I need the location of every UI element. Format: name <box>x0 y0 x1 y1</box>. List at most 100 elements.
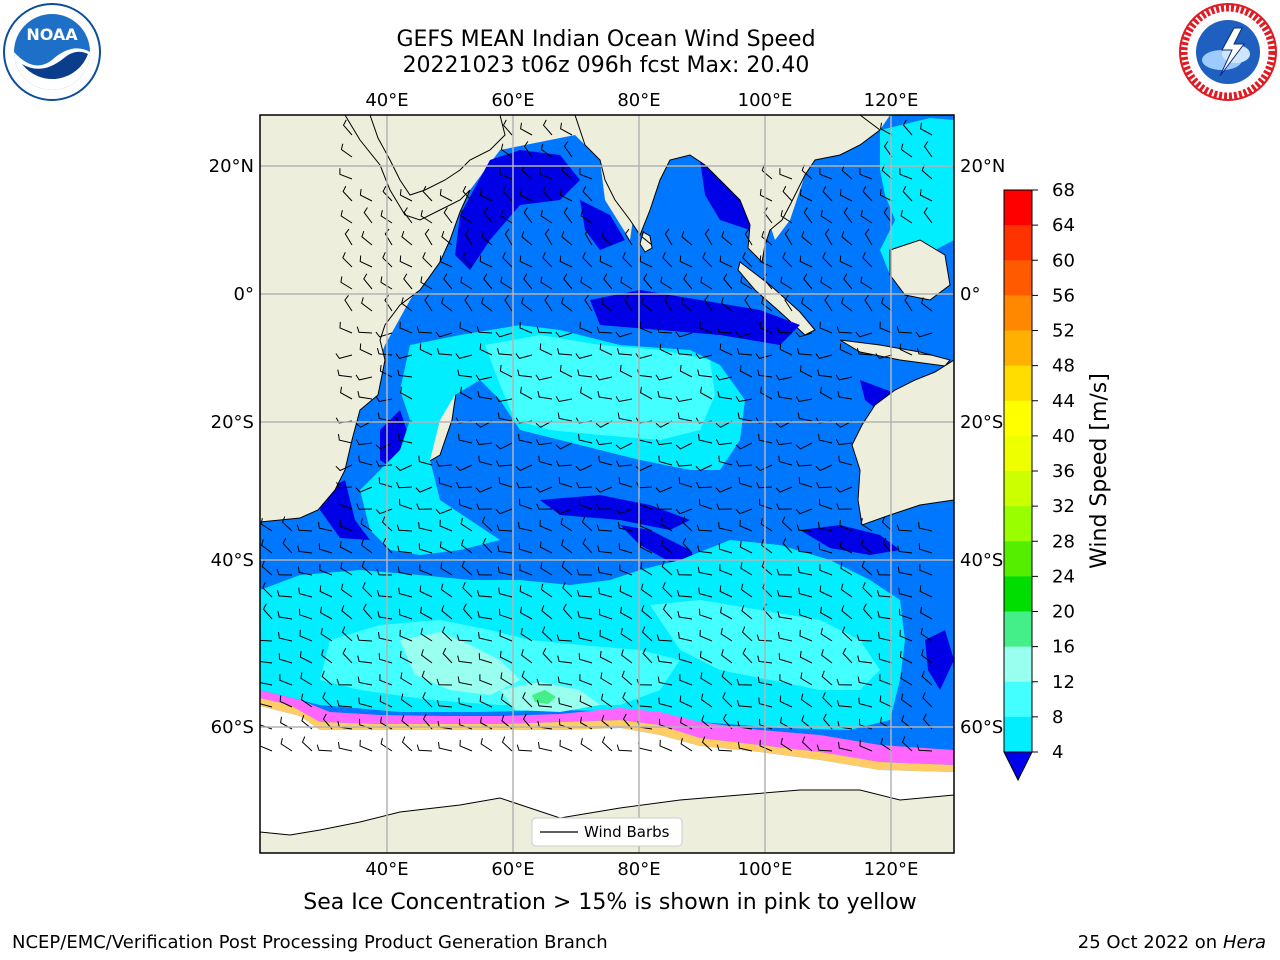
colorbar-tick-label: 28 <box>1052 531 1075 552</box>
wind-barb <box>836 678 853 686</box>
wind-barb <box>300 693 313 708</box>
wind-barb <box>822 713 833 730</box>
lon-label: 120°E <box>864 859 919 880</box>
wind-barb <box>359 255 373 268</box>
wind-barb <box>740 583 753 598</box>
wind-barb <box>603 273 613 290</box>
wind-barb <box>677 610 693 620</box>
wind-barb <box>339 321 353 334</box>
wind-barb <box>516 744 533 752</box>
wind-barb <box>359 343 373 356</box>
wind-barb <box>698 434 713 444</box>
wind-barb <box>839 189 853 202</box>
wind-barb <box>400 672 413 686</box>
wind-barb <box>558 697 573 708</box>
wind-barb <box>698 587 713 598</box>
wind-barb <box>536 503 553 510</box>
footer-host: Hera <box>1222 932 1266 953</box>
lon-label: 60°E <box>491 859 534 880</box>
wind-barb <box>739 541 753 554</box>
wind-barb <box>438 477 453 488</box>
wind-barb <box>855 331 873 338</box>
lat-label: 20°N <box>960 156 1005 177</box>
lat-labels-left: 20°N 0° 20°S 40°S 60°S <box>209 156 254 738</box>
wind-barb <box>422 252 433 268</box>
colorbar-tick-label: 24 <box>1052 566 1075 587</box>
wind-barb <box>582 537 593 554</box>
wind-barb <box>758 697 773 708</box>
wind-barb <box>379 365 393 378</box>
wind-barb <box>801 230 813 246</box>
wind-barb <box>378 632 393 642</box>
wind-barb <box>379 695 393 708</box>
colorbar-tick-label: 56 <box>1052 285 1075 306</box>
wind-barb <box>435 331 453 338</box>
wind-barb <box>839 343 853 356</box>
wind-barb <box>599 629 613 642</box>
wind-barb <box>735 396 753 403</box>
wind-barb <box>615 396 633 403</box>
wind-barb <box>460 517 473 532</box>
wind-barb <box>735 331 753 338</box>
colorbar-tick-label: 20 <box>1052 602 1075 623</box>
wind-barb <box>579 168 593 180</box>
wind-barb <box>520 386 533 400</box>
wind-barb <box>340 562 353 576</box>
wind-barb <box>497 412 513 422</box>
wind-barb <box>397 566 413 576</box>
wind-barb <box>597 545 613 554</box>
wind-barb <box>523 141 533 158</box>
wind-barb <box>720 606 733 620</box>
wind-barb <box>541 604 553 620</box>
wind-barb <box>504 228 513 246</box>
wind-barb <box>300 672 313 686</box>
colorbar-segment <box>1004 260 1032 296</box>
wind-barb <box>424 295 433 312</box>
wind-barb <box>560 122 573 136</box>
wind-barb <box>639 541 653 554</box>
wind-barb <box>715 486 733 493</box>
wind-barb <box>458 697 473 708</box>
wind-barb <box>479 343 493 356</box>
wind-barb <box>782 252 793 268</box>
wind-barb <box>824 295 833 312</box>
wind-barb <box>584 228 593 246</box>
wind-barb <box>815 353 833 359</box>
legend-label: Wind Barbs <box>584 823 670 841</box>
lat-label: 0° <box>960 284 980 305</box>
wind-barb <box>923 207 933 224</box>
wind-barb <box>260 517 273 532</box>
wind-barb <box>682 537 693 554</box>
wind-barb <box>281 516 293 532</box>
colorbar-segment <box>1004 330 1032 367</box>
wind-barb <box>718 455 733 466</box>
wind-barb <box>696 524 713 532</box>
wind-barb <box>539 519 553 532</box>
wind-barb <box>498 587 513 598</box>
wind-barb <box>418 543 433 554</box>
wind-barb <box>535 486 553 493</box>
wind-barb <box>841 230 853 246</box>
wind-barb <box>478 653 493 664</box>
wind-barb <box>297 566 313 576</box>
wind-barb <box>664 228 673 246</box>
wind-barb <box>497 566 513 576</box>
wind-barb <box>519 255 533 268</box>
wind-barb <box>358 455 373 466</box>
wind-barb <box>521 230 533 246</box>
colorbar-segment <box>1004 506 1032 542</box>
wind-barb <box>679 365 693 378</box>
wind-barb <box>299 651 313 664</box>
wind-barb <box>615 460 633 467</box>
wind-barb <box>655 486 673 493</box>
wind-barb <box>881 297 893 312</box>
wind-barb <box>577 610 593 620</box>
lon-label: 100°E <box>738 90 793 111</box>
wind-barb <box>641 604 653 620</box>
wind-barb <box>757 655 773 664</box>
wind-barb <box>355 486 373 493</box>
wind-barb <box>835 486 853 493</box>
wind-barb <box>475 439 493 446</box>
wind-barb <box>763 273 773 290</box>
wind-barb <box>322 713 333 730</box>
